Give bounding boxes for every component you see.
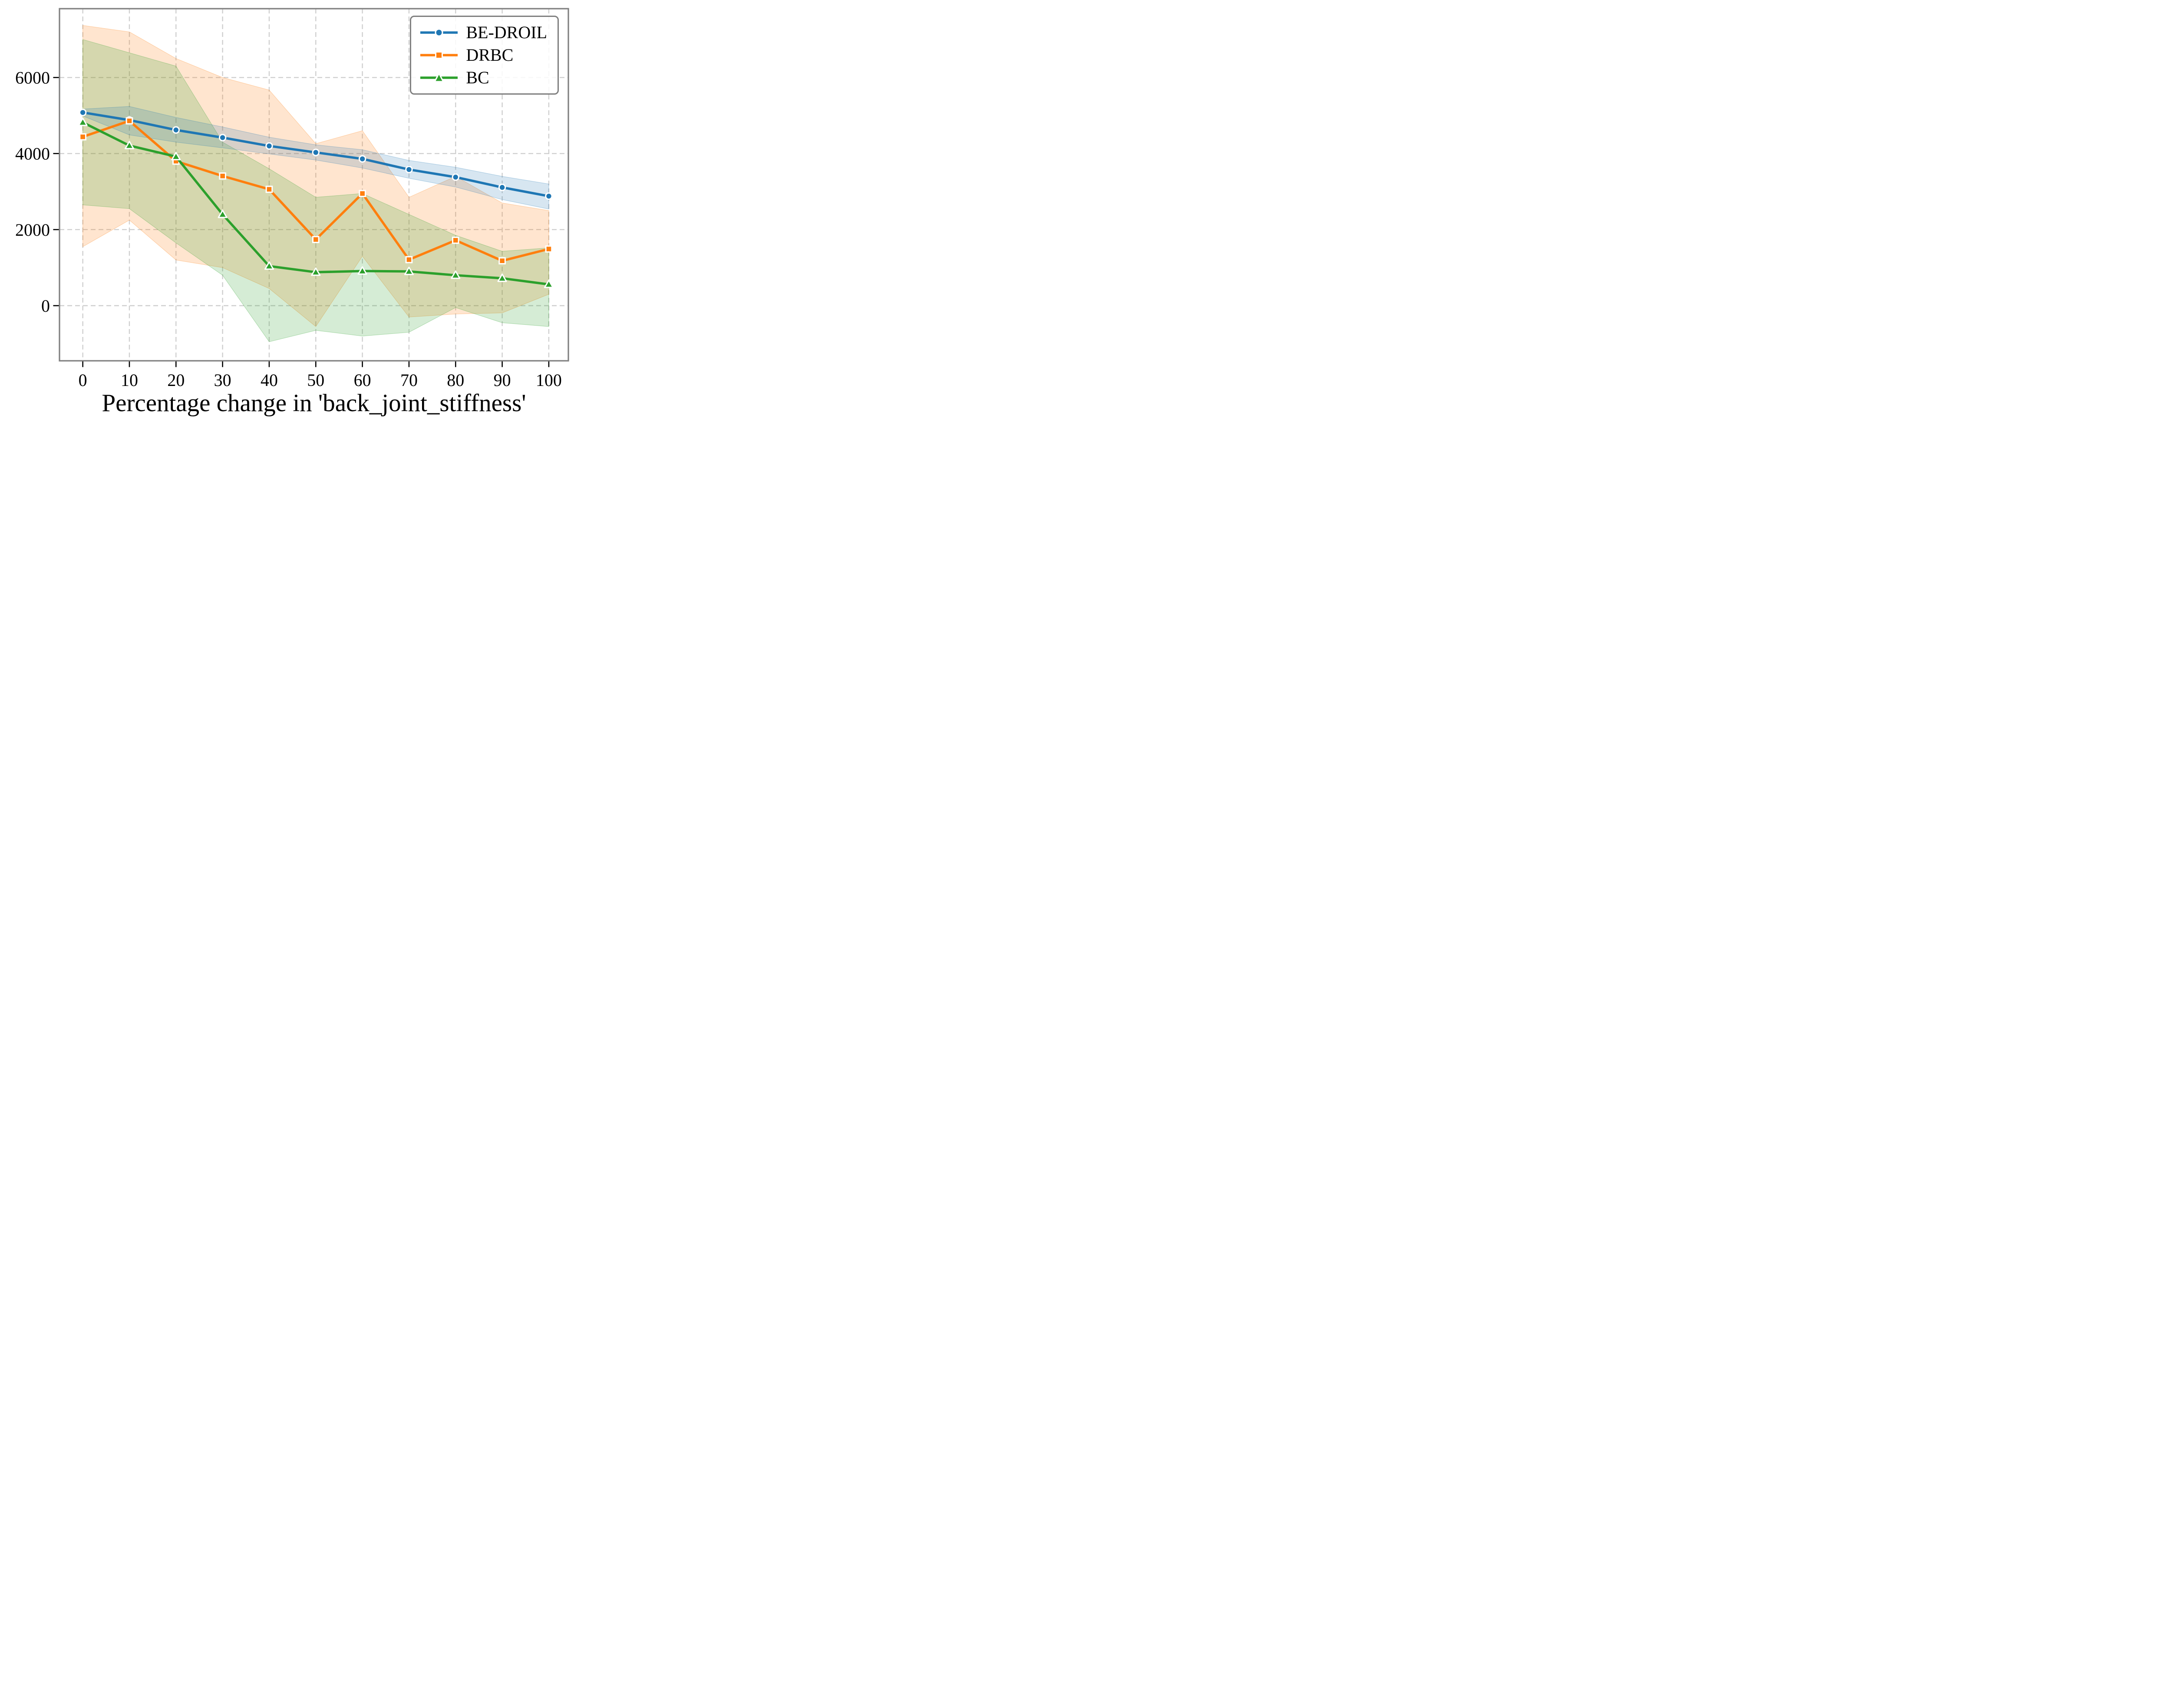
data-point-drbc-70 — [405, 256, 413, 264]
data-point-be-droil-70 — [405, 165, 413, 174]
data-point-bc-20 — [171, 152, 181, 161]
be-droil-circle-legend-icon — [420, 28, 458, 37]
data-point-bc-30 — [218, 209, 228, 218]
x-tick-label-90: 90 — [494, 370, 511, 390]
x-tick-label-70: 70 — [400, 370, 418, 390]
legend: BE-DROIL DRBC BC — [410, 16, 559, 95]
legend-item-drbc: DRBC — [419, 46, 547, 65]
data-point-drbc-50 — [312, 236, 320, 243]
data-point-drbc-10 — [125, 117, 133, 125]
data-point-bc-0 — [78, 117, 88, 126]
data-point-bc-50 — [311, 267, 321, 276]
data-point-drbc-90 — [498, 257, 506, 264]
data-point-be-droil-90 — [498, 183, 506, 191]
data-point-be-droil-20 — [172, 126, 180, 134]
data-point-bc-90 — [497, 273, 507, 282]
axes-spines — [59, 8, 569, 362]
y-tick-labels: 0 2000 4000 6000 — [15, 68, 50, 316]
series-be-droil — [79, 109, 553, 200]
data-point-bc-100 — [544, 279, 554, 288]
data-point-be-droil-50 — [312, 148, 320, 156]
x-tick-label-30: 30 — [214, 370, 231, 390]
legend-item-bc: BC — [419, 68, 547, 87]
x-tick-label-0: 0 — [79, 370, 87, 390]
data-point-be-droil-60 — [358, 155, 366, 163]
y-tick-label-0: 0 — [41, 296, 50, 316]
legend-item-be-droil: BE-DROIL — [419, 23, 547, 42]
data-point-bc-10 — [124, 141, 134, 149]
confidence-band-be-droil — [82, 106, 549, 210]
x-tick-label-100: 100 — [536, 370, 562, 390]
x-tick-label-20: 20 — [167, 370, 185, 390]
data-point-bc-80 — [451, 270, 461, 279]
tick-marks — [53, 77, 550, 367]
y-tick-label-6000: 6000 — [15, 68, 50, 88]
x-tick-labels: 0 10 20 30 40 50 60 70 80 90 100 — [79, 370, 562, 390]
legend-label-drbc: DRBC — [466, 45, 514, 65]
data-point-drbc-0 — [79, 133, 86, 141]
data-point-be-droil-100 — [545, 192, 553, 200]
x-tick-label-50: 50 — [307, 370, 324, 390]
data-point-bc-60 — [357, 266, 367, 275]
data-point-drbc-40 — [265, 185, 273, 193]
confidence-band-drbc — [82, 25, 549, 327]
data-point-be-droil-40 — [265, 142, 273, 150]
data-point-drbc-60 — [359, 190, 366, 197]
figure: 0 10 20 30 40 50 60 70 80 90 100 0 2000 4000 6000 Perc… — [0, 0, 573, 427]
data-point-drbc-100 — [545, 245, 553, 253]
x-tick-label-10: 10 — [121, 370, 138, 390]
data-point-be-droil-80 — [452, 173, 459, 181]
data-point-bc-40 — [264, 261, 274, 270]
x-tick-label-40: 40 — [261, 370, 278, 390]
bc-triangle-legend-icon — [420, 73, 458, 82]
x-tick-label-60: 60 — [354, 370, 371, 390]
y-tick-label-2000: 2000 — [15, 220, 50, 240]
data-point-be-droil-0 — [79, 109, 87, 116]
drbc-square-legend-icon — [420, 51, 458, 59]
data-point-bc-70 — [404, 267, 414, 275]
confidence-band-bc — [82, 39, 549, 342]
x-tick-label-80: 80 — [447, 370, 464, 390]
data-point-drbc-80 — [452, 237, 459, 244]
legend-label-bc: BC — [466, 68, 489, 87]
x-axis-label: Percentage change in 'back_joint_stiffne… — [102, 389, 526, 417]
series-drbc — [79, 117, 553, 264]
series-bc — [78, 117, 554, 288]
data-point-drbc-30 — [219, 172, 226, 180]
data-point-be-droil-30 — [218, 134, 227, 142]
y-tick-label-4000: 4000 — [15, 144, 50, 164]
legend-label-be-droil: BE-DROIL — [466, 23, 547, 42]
